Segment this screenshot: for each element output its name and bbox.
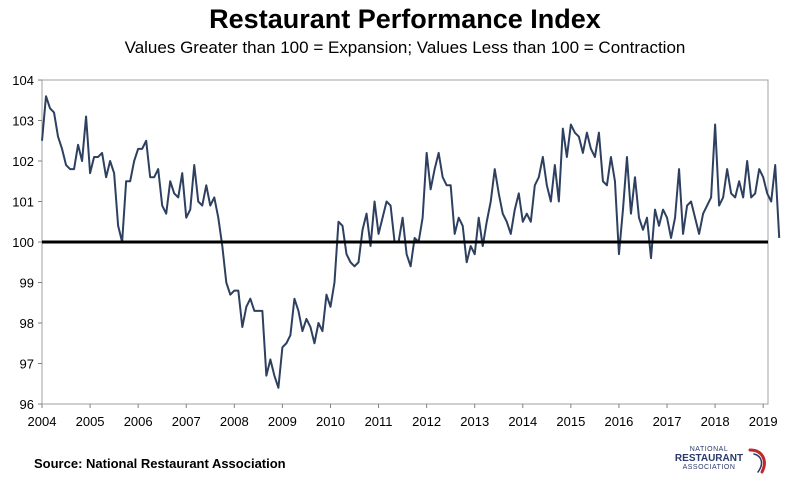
x-tick-label: 2017	[653, 414, 682, 429]
chart-subtitle: Values Greater than 100 = Expansion; Val…	[124, 38, 686, 57]
source-note: Source: National Restaurant Association	[34, 456, 286, 471]
x-tick-label: 2014	[508, 414, 537, 429]
y-axis: 96 97 98 99 100 101 102 103 104	[12, 73, 42, 412]
x-tick-label: 2006	[124, 414, 153, 429]
y-tick-label: 102	[12, 154, 34, 169]
x-tick-label: 2007	[172, 414, 201, 429]
y-tick-label: 103	[12, 114, 34, 129]
x-axis: 2004 2005 2006 2007 2008 2009 2010 2011 2012 2013…	[28, 404, 778, 429]
national-restaurant-association-logo: NATIONAL RESTAURANT ASSOCIATION	[664, 446, 774, 476]
x-tick-label: 2004	[28, 414, 57, 429]
y-tick-label: 99	[20, 276, 34, 291]
y-tick-label: 104	[12, 73, 34, 88]
logo-line-association: ASSOCIATION	[682, 464, 736, 471]
x-tick-label: 2018	[701, 414, 730, 429]
y-tick-label: 96	[20, 397, 34, 412]
x-tick-label: 2019	[749, 414, 778, 429]
x-tick-label: 2015	[556, 414, 585, 429]
x-tick-label: 2012	[412, 414, 441, 429]
series-line-0	[41, 95, 781, 389]
x-tick-label: 2016	[604, 414, 633, 429]
x-tick-label: 2008	[220, 414, 249, 429]
x-tick-label: 2013	[460, 414, 489, 429]
logo-line-restaurant: RESTAURANT	[674, 453, 744, 464]
chart-title: Restaurant Performance Index	[209, 4, 601, 34]
series-layer	[41, 95, 781, 389]
y-tick-label: 100	[12, 235, 34, 250]
y-tick-label: 101	[12, 195, 34, 210]
y-tick-label: 97	[20, 357, 34, 372]
logo-line-national: NATIONAL	[689, 446, 729, 453]
x-tick-label: 2005	[76, 414, 105, 429]
y-tick-label: 98	[20, 316, 34, 331]
x-tick-label: 2010	[316, 414, 345, 429]
x-tick-label: 2011	[365, 414, 393, 429]
logo-swoosh-icon	[748, 448, 766, 474]
x-tick-label: 2009	[268, 414, 297, 429]
